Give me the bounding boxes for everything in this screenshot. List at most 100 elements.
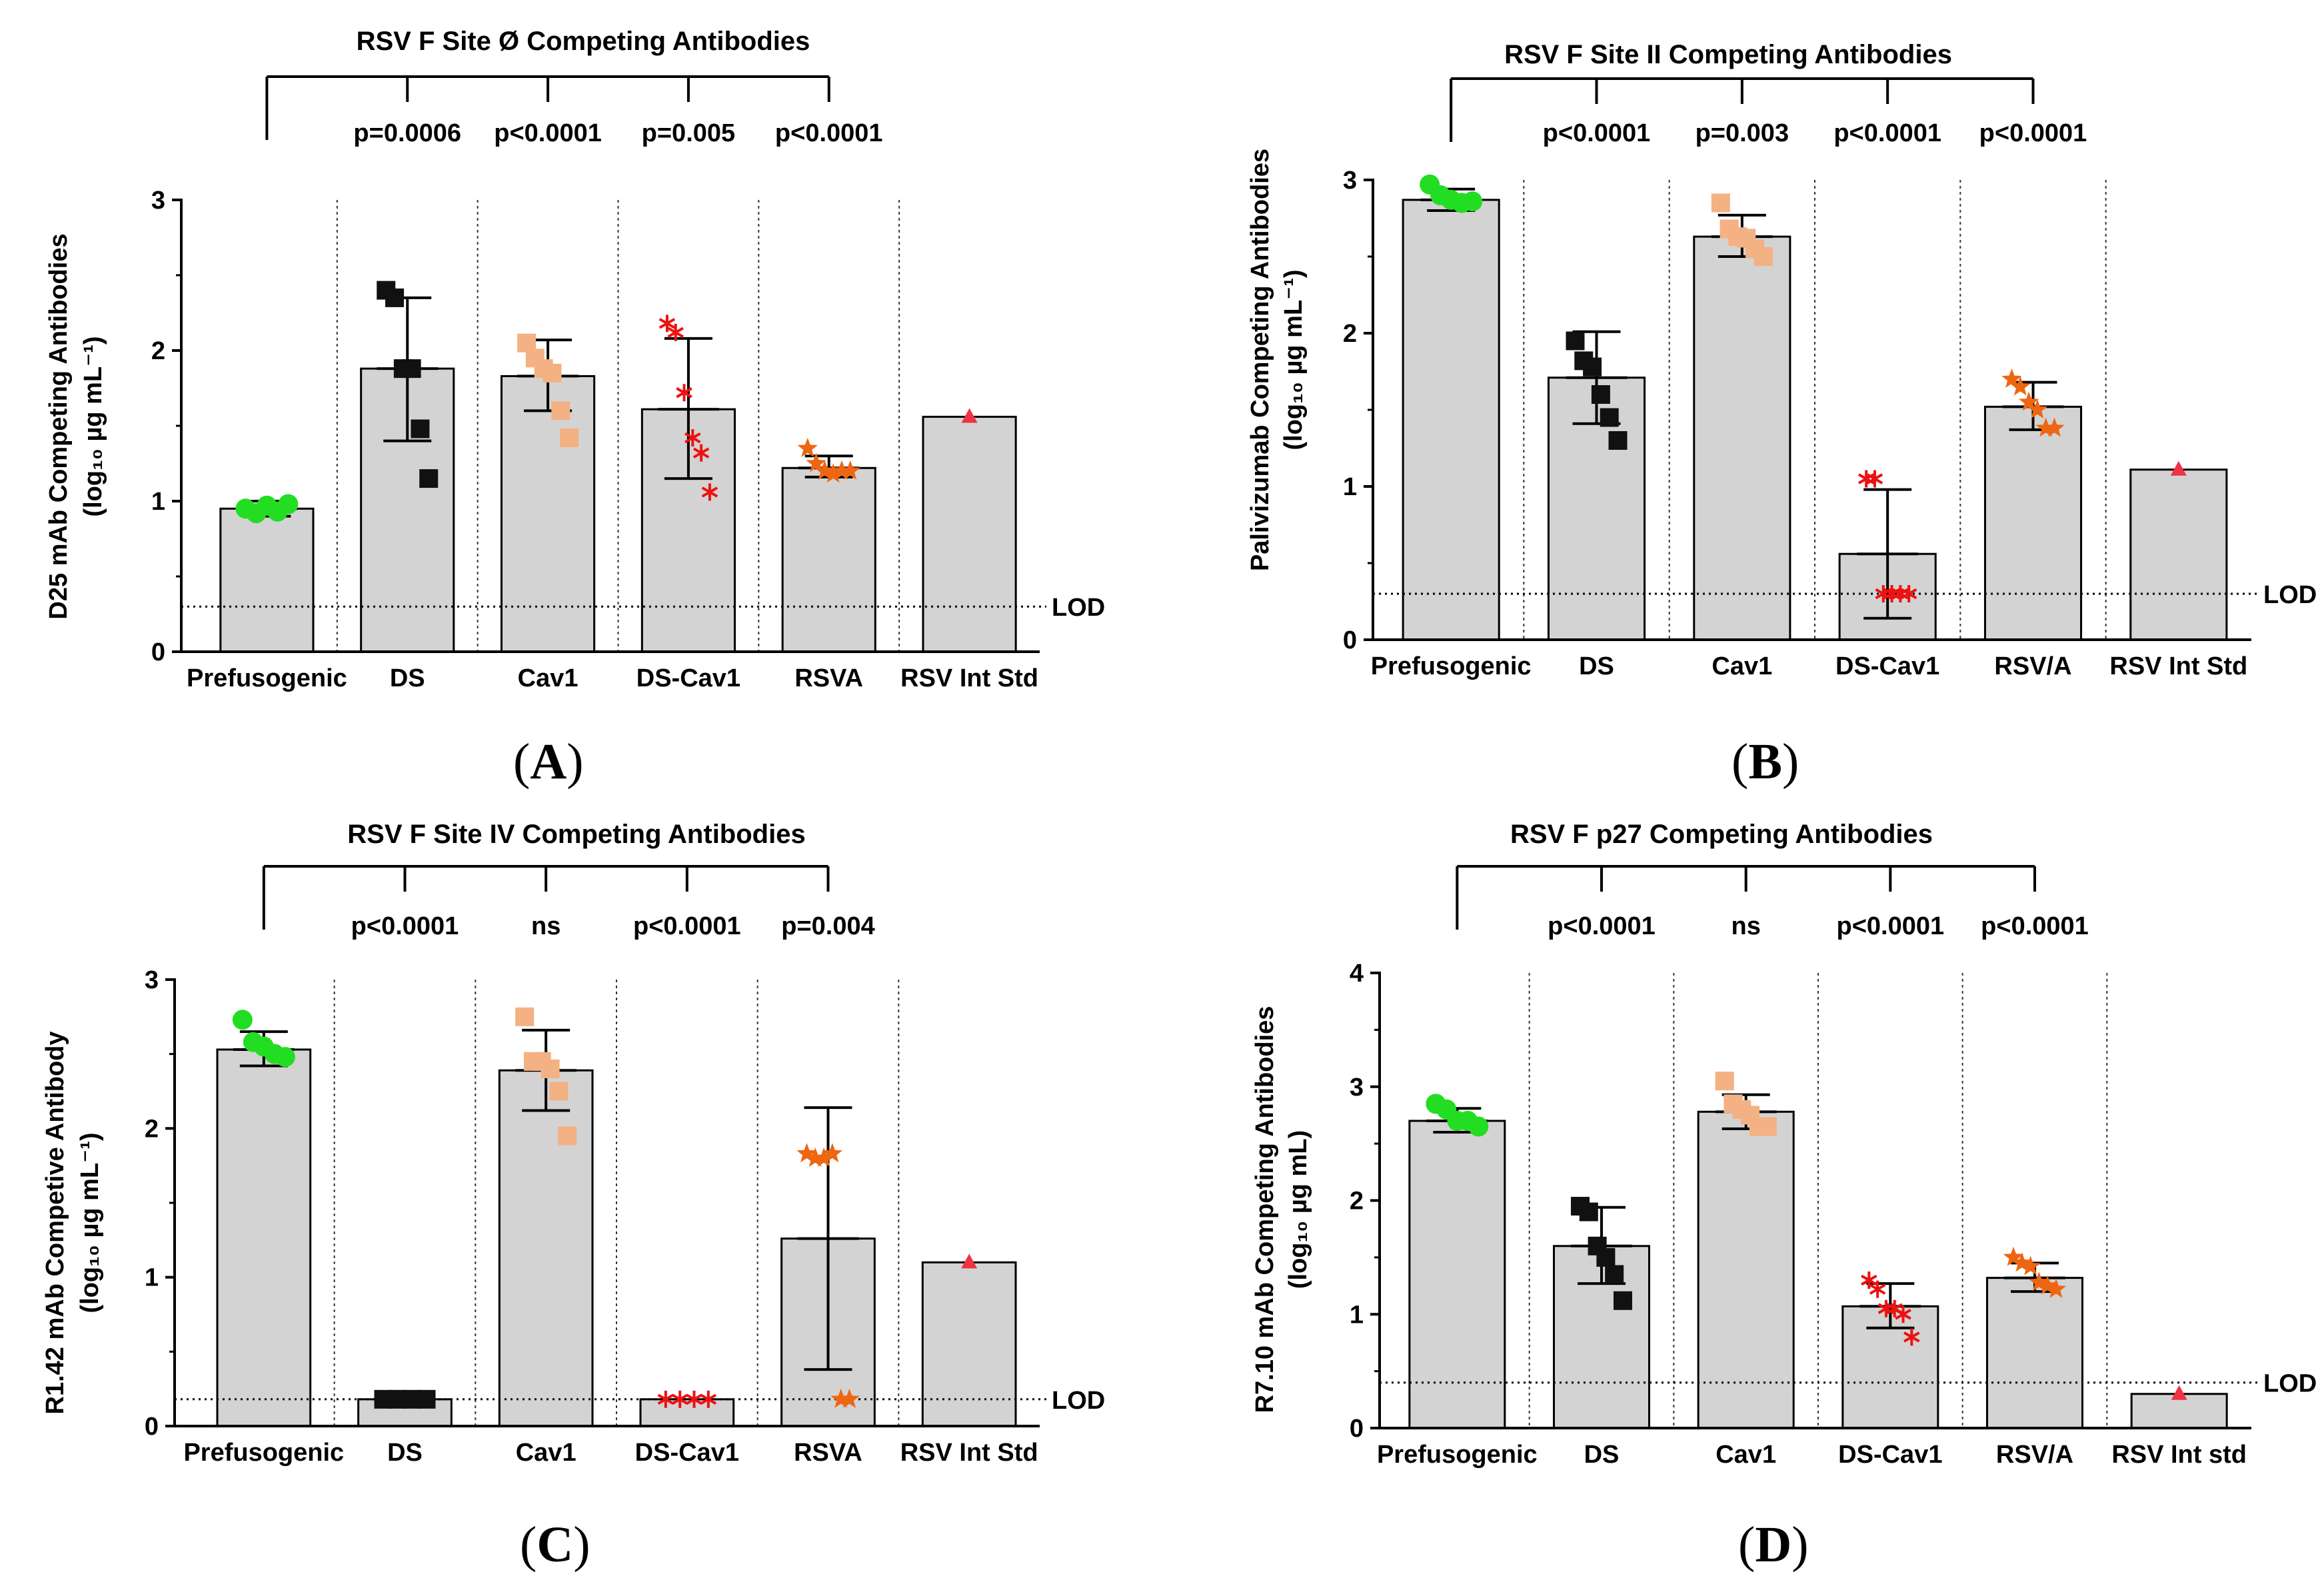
chart-c-points-4	[796, 1143, 860, 1408]
chart-d-point	[2037, 1275, 2058, 1295]
chart-d-points-0	[1426, 1094, 1489, 1137]
chart-d-pvalue: p<0.0001	[1981, 912, 2089, 940]
chart-a-y-tick-label: 3	[151, 187, 165, 215]
chart-a-point	[961, 408, 978, 423]
chart-b-point	[1462, 191, 1483, 212]
chart-a-point	[551, 401, 571, 420]
chart-a-point	[701, 483, 718, 501]
chart-c-bar	[921, 1261, 1017, 1427]
chart-b-x-label: DS	[1579, 652, 1614, 680]
chart-a: RSV F Site Ø Competing Antibodies D25 mA…	[45, 27, 1105, 692]
chart-d-y-tick-label: 4	[1350, 960, 1364, 988]
chart-a-point	[385, 288, 405, 307]
chart-c-point	[515, 1007, 535, 1026]
chart-a-points-5	[961, 408, 978, 423]
chart-c-point	[961, 1253, 978, 1269]
chart-a-plot: LOD 0 1 2 3 Prefusogenic DS Cav1 DS-Cav1 RSVA RSV …	[151, 75, 1105, 692]
chart-b-point	[2044, 417, 2065, 437]
chart-c-point	[558, 1126, 577, 1146]
chart-d-point	[1579, 1202, 1598, 1221]
chart-d-bar	[1408, 1120, 1506, 1429]
chart-b-bar	[1402, 199, 1500, 641]
chart-a-bar	[219, 507, 315, 653]
chart-b-points-4	[2001, 369, 2065, 437]
chart-c-lod-label: LOD	[1052, 1387, 1105, 1415]
chart-b-points-5	[2170, 460, 2187, 476]
chart-c-point	[417, 1389, 436, 1409]
chart-d-point	[2003, 1246, 2024, 1266]
chart-c-plot: LOD 0 1 2 3 Prefusogenic DS Cav1 DS-Cav1 RSVA RSV …	[145, 865, 1105, 1467]
chart-d-plot: LOD 0 1 2 3 4 Prefusogenic DS Cav1 DS-Cav1 RSV/A RS…	[1350, 865, 2316, 1469]
chart-d-x-label: RSV Int std	[2111, 1441, 2247, 1469]
chart-d-x-label: Prefusogenic	[1377, 1441, 1538, 1469]
chart-d-points-1	[1571, 1197, 1632, 1310]
chart-c-bar	[498, 1069, 594, 1427]
chart-a-y-tick-label: 0	[151, 638, 165, 666]
chart-c-points-0	[232, 1010, 295, 1068]
caption-b: (B)	[1732, 734, 1799, 790]
chart-d-bracket	[1456, 865, 2036, 930]
chart-c-points-1	[374, 1389, 436, 1409]
caption-c: (C)	[520, 1517, 590, 1573]
chart-d-y-tick-label: 3	[1350, 1074, 1364, 1102]
chart-d-point	[2011, 1252, 2032, 1272]
chart-c-x-label: RSVA	[794, 1439, 862, 1467]
chart-d-x-label: DS-Cav1	[1838, 1441, 1942, 1469]
chart-d-point	[1596, 1247, 1616, 1267]
chart-b-ylabel-unit: (log₁₀ µg mL⁻¹)	[1280, 269, 1308, 450]
chart-b-point	[2170, 460, 2187, 476]
chart-b-ylabel: Palivizumab Competing Antibodies	[1246, 149, 1274, 571]
chart-a-pvalue: p<0.0001	[775, 119, 883, 147]
chart-c-x-label: Prefusogenic	[183, 1439, 344, 1467]
chart-a-point	[278, 494, 299, 514]
chart-c-point	[275, 1047, 295, 1068]
caption-d: (D)	[1738, 1517, 1809, 1573]
chart-d: RSV F p27 Competing Antibodies R7.10 mAb…	[1251, 820, 2316, 1469]
chart-b-point	[2018, 391, 2039, 411]
chart-d-pvalue: ns	[1731, 912, 1760, 940]
chart-b-point	[2035, 417, 2056, 437]
chart-b-y-tick-label: 1	[1343, 473, 1357, 501]
chart-d-points-4	[2003, 1246, 2067, 1298]
chart-a-point	[667, 323, 684, 341]
chart-c-point	[822, 1143, 843, 1163]
chart-a-points-3	[658, 315, 718, 501]
chart-d-x-label: RSV/A	[1996, 1441, 2073, 1469]
chart-a-point	[797, 437, 818, 457]
chart-c-points-2	[515, 1007, 577, 1146]
chart-a-point	[840, 460, 860, 480]
chart-b-bar	[1983, 405, 2083, 641]
chart-a-x-label: RSVA	[794, 664, 863, 692]
chart-d-bar	[1697, 1110, 1795, 1429]
chart-c-bar	[216, 1048, 312, 1427]
chart-c-x-label: DS-Cav1	[635, 1439, 739, 1467]
chart-a-point	[806, 452, 826, 472]
chart-c-ylabel: R1.42 mAb Competive Antibody	[41, 1031, 69, 1414]
chart-a-bracket	[265, 75, 830, 140]
chart-a-point	[560, 428, 579, 448]
chart-a-point	[676, 384, 692, 402]
chart-a-x-label: Prefusogenic	[187, 664, 347, 692]
panel-b: RSV F Site II Competing Antibodies Paliv…	[1158, 0, 2316, 796]
chart-d-y-tick-label: 0	[1350, 1415, 1364, 1443]
chart-c-points-3	[657, 1390, 717, 1408]
chart-c-y-tick-label: 2	[145, 1115, 159, 1143]
chart-a-point	[684, 429, 701, 447]
chart-c-bracket	[262, 865, 830, 930]
chart-c-pvalue: p<0.0001	[633, 912, 741, 940]
chart-a-pvalue: p=0.0006	[353, 119, 461, 147]
chart-b-title: RSV F Site II Competing Antibodies	[1504, 40, 1952, 69]
chart-b-x-label: RSV/A	[1994, 652, 2071, 680]
chart-c-y-tick-label: 0	[145, 1413, 159, 1441]
chart-b-y-tick-label: 3	[1343, 167, 1357, 195]
chart-b-point	[1583, 357, 1602, 377]
chart-a-x-label: DS-Cav1	[636, 664, 740, 692]
chart-c-pvalue: p=0.004	[781, 912, 875, 940]
chart-c-point	[671, 1390, 688, 1408]
chart-c-point	[232, 1010, 253, 1030]
chart-a-ylabel-unit: (log₁₀ µg mL⁻¹)	[79, 336, 107, 516]
chart-b-points-1	[1566, 331, 1628, 450]
chart-c-y-tick-label: 3	[145, 966, 159, 994]
chart-b-x-label: Prefusogenic	[1371, 652, 1532, 680]
chart-a-lod-label: LOD	[1052, 594, 1105, 622]
